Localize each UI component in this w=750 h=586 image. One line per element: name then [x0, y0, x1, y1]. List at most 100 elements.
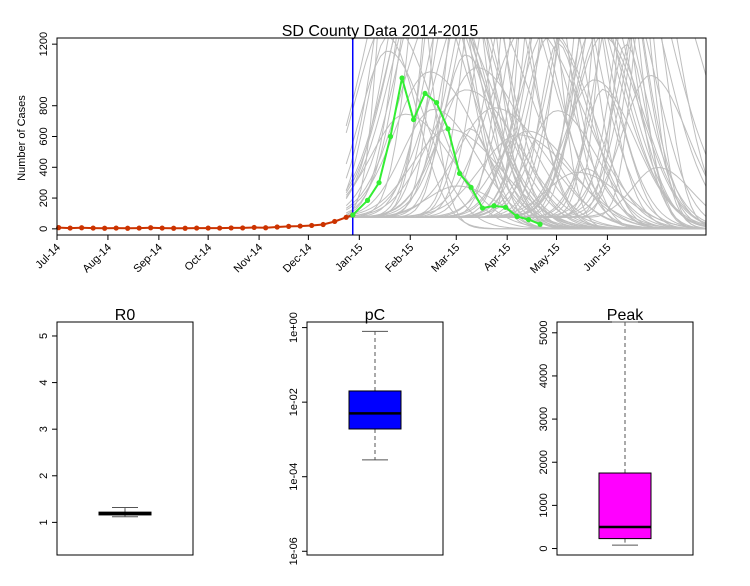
observed-point: [251, 224, 257, 231]
y-tick-label: 2: [38, 473, 50, 479]
r0-box: [98, 506, 152, 518]
chart-title: SD County Data 2014-2015: [282, 23, 479, 40]
observed-point: [286, 223, 292, 229]
r0-y-axis: 1 2 3 4 5: [38, 333, 57, 525]
observed-point: [90, 225, 96, 231]
y-tick-label: 600: [38, 127, 50, 145]
cases-chart: 0 200 400 600 800 1200 Jul-14 Aug-14 Sep-14 Oct-…: [16, 23, 707, 276]
observed-point: [332, 218, 338, 225]
observed-point: [159, 225, 165, 231]
observed-point: [205, 225, 211, 231]
r0-frame: [56, 321, 194, 556]
x-tick-label: Jan-15: [333, 242, 365, 274]
observed-point: [182, 225, 188, 231]
forecast-actual-point: [399, 75, 405, 81]
forecast-actual-point: [491, 203, 497, 209]
observed-point: [171, 225, 177, 231]
x-tick-label: Sep-14: [131, 242, 165, 276]
r0-boxplot: R0 1 2 3 4 5: [38, 307, 194, 556]
forecast-actual-point: [456, 170, 463, 177]
observed-point: [320, 221, 326, 228]
pc-box: [348, 330, 402, 461]
pc-boxplot: pC 1e+00 1e-02 1e-04 1e-06: [288, 307, 444, 565]
y-axis: 0 200 400 600 800 1200: [38, 32, 57, 232]
observed-point: [148, 225, 154, 231]
x-tick-label: Jul-14: [33, 242, 63, 272]
observed-point: [309, 222, 315, 229]
y-tick-label: 3000: [538, 407, 550, 431]
forecast-actual-point: [350, 212, 356, 218]
observed-point: [125, 225, 131, 231]
peak-title: Peak: [607, 307, 644, 324]
y-tick-label: 0: [538, 545, 550, 551]
forecast-actual-point: [387, 133, 394, 140]
observed-point: [194, 225, 200, 231]
y-tick-label: 5: [38, 333, 50, 339]
y-tick-label: 4: [38, 380, 50, 386]
forecast-actual-point: [376, 180, 382, 186]
y-tick-label: 3: [38, 426, 50, 432]
x-tick-label: Dec-14: [281, 242, 315, 276]
iqr-box: [598, 472, 652, 540]
y-tick-label: 1200: [38, 32, 50, 56]
simulation-line: [346, 134, 706, 230]
forecast-actual-point: [445, 126, 451, 132]
pc-y-axis: 1e+00 1e-02 1e-04 1e-06: [288, 312, 307, 565]
x-tick-label: Aug-14: [80, 242, 114, 276]
y-tick-label: 1e-06: [288, 537, 300, 565]
y-tick-label: 1: [38, 519, 50, 525]
x-axis: Jul-14 Aug-14 Sep-14 Oct-14 Nov-14 Dec-14 Jan-…: [33, 235, 614, 276]
x-tick-label: Mar-15: [429, 242, 462, 275]
y-tick-label: 4000: [538, 364, 550, 388]
series-layer: [56, 75, 543, 231]
r0-title: R0: [115, 307, 136, 324]
y-tick-label: 1e+00: [288, 312, 300, 343]
forecast-actual-point: [514, 213, 520, 220]
y-axis-label: Number of Cases: [16, 95, 28, 181]
observed-point: [67, 225, 73, 231]
observed-point: [343, 214, 349, 220]
forecast-actual-point: [537, 221, 543, 227]
x-tick-label: Feb-15: [383, 242, 416, 275]
y-tick-label: 800: [38, 97, 50, 115]
simulation-lines: [345, 38, 706, 230]
observed-series-line: [58, 214, 354, 230]
peak-boxplot: Peak 0 1000 2000 3000 4000 5000: [538, 307, 694, 556]
observed-point: [228, 225, 234, 231]
forecast-actual-point: [468, 184, 474, 190]
y-tick-label: 1e-02: [288, 388, 300, 416]
y-tick-label: 1000: [538, 493, 550, 517]
forecast-actual-point: [479, 205, 486, 211]
forecast-actual-point: [525, 217, 532, 223]
observed-point: [79, 225, 85, 231]
peak-y-axis: 0 1000 2000 3000 4000 5000: [538, 321, 557, 552]
simulation-line: [346, 171, 706, 229]
forecast-actual-point: [502, 204, 509, 210]
y-tick-label: 200: [38, 189, 50, 207]
observed-point: [240, 225, 246, 231]
observed-point: [274, 224, 280, 230]
peak-box: [598, 321, 652, 546]
x-tick-label: Jun-15: [581, 242, 613, 274]
forecast-actual-point: [364, 197, 371, 203]
y-tick-label: 5000: [538, 321, 550, 345]
observed-point: [113, 225, 119, 231]
x-tick-label: Oct-14: [182, 242, 214, 274]
observed-point: [297, 223, 303, 229]
observed-point: [136, 225, 142, 231]
y-tick-label: 2000: [538, 450, 550, 474]
y-tick-label: 400: [38, 158, 50, 176]
forecast-actual-point: [433, 100, 440, 106]
observed-point: [217, 225, 223, 231]
pc-title: pC: [365, 307, 385, 324]
y-tick-label: 1e-04: [288, 463, 300, 491]
x-tick-label: May-15: [528, 242, 562, 276]
observed-point: [263, 225, 269, 231]
forecast-actual-point: [422, 90, 428, 97]
y-tick-label: 0: [38, 226, 50, 232]
x-tick-label: Apr-15: [481, 242, 513, 274]
x-tick-label: Nov-14: [232, 242, 266, 276]
pc-frame: [306, 321, 444, 556]
iqr-box: [348, 390, 402, 430]
